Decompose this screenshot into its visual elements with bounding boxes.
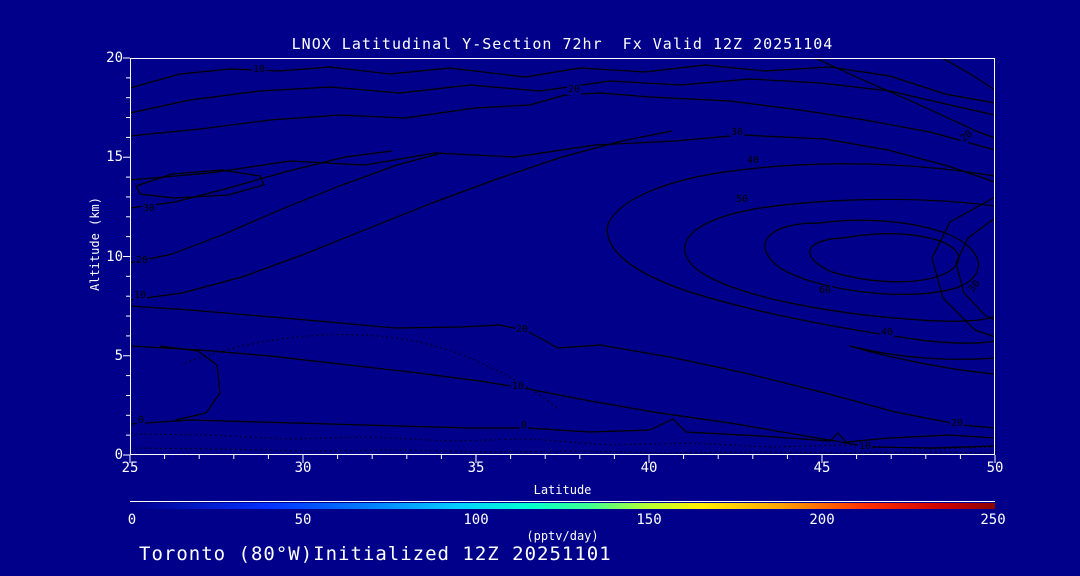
contour-label: 10: [858, 441, 873, 452]
contour-label: 40: [746, 155, 761, 166]
contour-label: 20: [515, 324, 530, 335]
x-tick-label: 45: [813, 460, 831, 476]
contour-label: 10: [252, 64, 267, 75]
contour-label: 20: [567, 84, 582, 95]
contour-label: 50: [735, 194, 750, 205]
contour-label: 10: [511, 381, 526, 392]
contour-label: 10: [133, 290, 148, 301]
y-tick-label: 10: [106, 249, 123, 265]
y-tick-label: 0: [114, 447, 123, 463]
colorbar-tick-label: 100: [463, 512, 489, 528]
contour-label: 20: [135, 255, 150, 266]
colorbar-tick-label: 250: [980, 512, 1006, 528]
colorbar-gradient: [130, 503, 995, 509]
contour-label: 0: [520, 420, 529, 431]
contour-label: 30: [730, 127, 745, 138]
footer-initialization-text: Toronto (80°W)Initialized 12Z 20251101: [139, 543, 612, 565]
colorbar-tick-label: 150: [636, 512, 662, 528]
contour-label: 40: [880, 327, 895, 338]
colorbar-units: (pptv/day): [526, 529, 599, 543]
x-tick-label: 30: [294, 460, 312, 476]
x-tick-label: 35: [467, 460, 485, 476]
y-axis-title: Altitude (km): [88, 197, 102, 291]
x-axis-title: Latitude: [533, 483, 592, 497]
colorbar-tick-label: 0: [127, 512, 137, 528]
y-tick-label: 20: [106, 50, 123, 66]
contour-label: 60: [818, 285, 833, 296]
y-tick-label: 15: [106, 149, 123, 165]
y-tick-label: 5: [114, 348, 123, 364]
colorbar-tick-label: 50: [294, 512, 312, 528]
plot-frame: [130, 58, 995, 455]
contour-plot: 10 20 30 20 40 50 30 20 10 60 30 40 20 1…: [123, 57, 996, 463]
colorbar: [130, 501, 995, 509]
x-tick-label: 50: [986, 460, 1004, 476]
axis-ticks: [123, 57, 996, 463]
contour-label: 0: [137, 415, 146, 426]
x-tick-label: 25: [121, 460, 139, 476]
contour-lines-svg: [123, 57, 996, 463]
colorbar-tick-label: 200: [809, 512, 835, 528]
x-tick-label: 40: [640, 460, 658, 476]
chart-title: LNOX Latitudinal Y-Section 72hr Fx Valid…: [291, 35, 834, 53]
contour-label: 30: [142, 203, 157, 214]
contour-label: 20: [950, 418, 965, 429]
